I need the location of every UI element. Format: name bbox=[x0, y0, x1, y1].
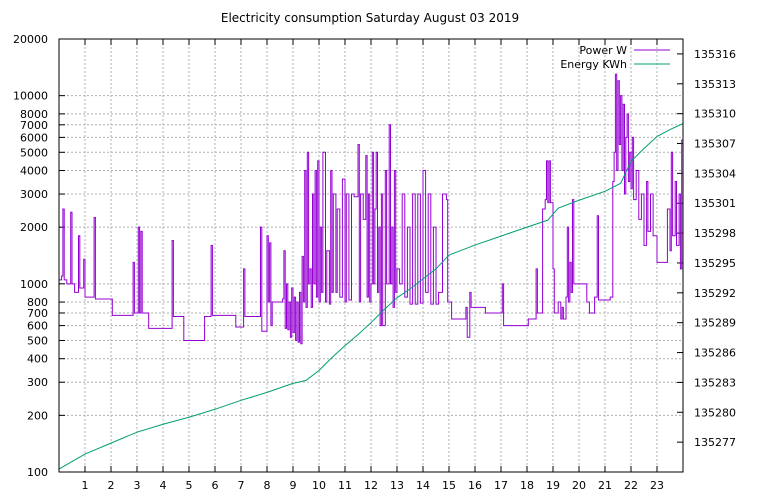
y-left-tick-label: 20000 bbox=[13, 33, 48, 46]
x-tick-label: 5 bbox=[186, 479, 193, 492]
y-right-tick-label: 135298 bbox=[694, 227, 736, 240]
y-left-tick-label: 3000 bbox=[20, 188, 48, 201]
y-right-tick-label: 135292 bbox=[694, 287, 736, 300]
x-tick-label: 8 bbox=[264, 479, 271, 492]
x-tick-label: 17 bbox=[494, 479, 508, 492]
x-tick-label: 19 bbox=[546, 479, 560, 492]
y-left-tick-label: 800 bbox=[27, 296, 48, 309]
x-tick-label: 18 bbox=[520, 479, 534, 492]
x-tick-label: 12 bbox=[364, 479, 378, 492]
grid bbox=[59, 39, 683, 472]
x-tick-label: 3 bbox=[134, 479, 141, 492]
x-tick-label: 14 bbox=[416, 479, 430, 492]
x-tick-label: 4 bbox=[160, 479, 167, 492]
y-left-tick-label: 400 bbox=[27, 353, 48, 366]
y-right-tick-label: 135304 bbox=[694, 167, 736, 180]
series-energy-kwh bbox=[58, 123, 684, 470]
legend-label: Power W bbox=[579, 44, 627, 57]
y-left-tick-label: 200 bbox=[27, 409, 48, 422]
x-tick-label: 11 bbox=[338, 479, 352, 492]
x-tick-label: 6 bbox=[212, 479, 219, 492]
chart-title: Electricity consumption Saturday August … bbox=[221, 11, 519, 25]
y-left-tick-label: 1000 bbox=[20, 278, 48, 291]
y-right-tick-label: 135289 bbox=[694, 317, 736, 330]
x-tick-label: 22 bbox=[624, 479, 638, 492]
y-right-tick-label: 135313 bbox=[694, 78, 736, 91]
series-layer bbox=[58, 73, 684, 470]
y-left-tick-label: 500 bbox=[27, 334, 48, 347]
x-tick-label: 2 bbox=[108, 479, 115, 492]
x-tick-label: 7 bbox=[238, 479, 245, 492]
x-tick-label: 23 bbox=[650, 479, 664, 492]
series-power-w bbox=[59, 73, 684, 345]
x-tick-label: 1 bbox=[82, 479, 89, 492]
y-right-tick-label: 135286 bbox=[694, 347, 736, 360]
y-left-tick-label: 700 bbox=[27, 307, 48, 320]
legend-label: Energy KWh bbox=[560, 58, 627, 71]
y-right-tick-label: 135283 bbox=[694, 376, 736, 389]
x-tick-label: 9 bbox=[290, 479, 297, 492]
axis-ticks: 1 2 3 4 5 6 7 8 9 10 11 12 13 14 15 16 17 18 19 20 21 22 23100… bbox=[13, 33, 736, 492]
y-right-tick-label: 135295 bbox=[694, 257, 736, 270]
x-tick-label: 10 bbox=[312, 479, 326, 492]
y-left-tick-label: 600 bbox=[27, 320, 48, 333]
x-tick-label: 15 bbox=[442, 479, 456, 492]
x-tick-label: 16 bbox=[468, 479, 482, 492]
x-tick-label: 13 bbox=[390, 479, 404, 492]
y-right-tick-label: 135310 bbox=[694, 108, 736, 121]
y-right-tick-label: 135277 bbox=[694, 436, 736, 449]
y-left-tick-label: 7000 bbox=[20, 119, 48, 132]
y-left-tick-label: 4000 bbox=[20, 165, 48, 178]
y-right-tick-label: 135280 bbox=[694, 406, 736, 419]
plot-frame bbox=[58, 38, 684, 473]
y-right-tick-label: 135316 bbox=[694, 48, 736, 61]
y-left-tick-label: 300 bbox=[27, 376, 48, 389]
y-right-tick-label: 135307 bbox=[694, 138, 736, 151]
y-left-tick-label: 5000 bbox=[20, 146, 48, 159]
y-right-tick-label: 135301 bbox=[694, 197, 736, 210]
x-tick-label: 20 bbox=[572, 479, 586, 492]
y-left-tick-label: 100 bbox=[27, 466, 48, 479]
y-left-tick-label: 8000 bbox=[20, 108, 48, 121]
x-tick-label: 21 bbox=[598, 479, 612, 492]
y-left-tick-label: 10000 bbox=[13, 90, 48, 103]
y-left-tick-label: 2000 bbox=[20, 221, 48, 234]
y-left-tick-label: 6000 bbox=[20, 131, 48, 144]
